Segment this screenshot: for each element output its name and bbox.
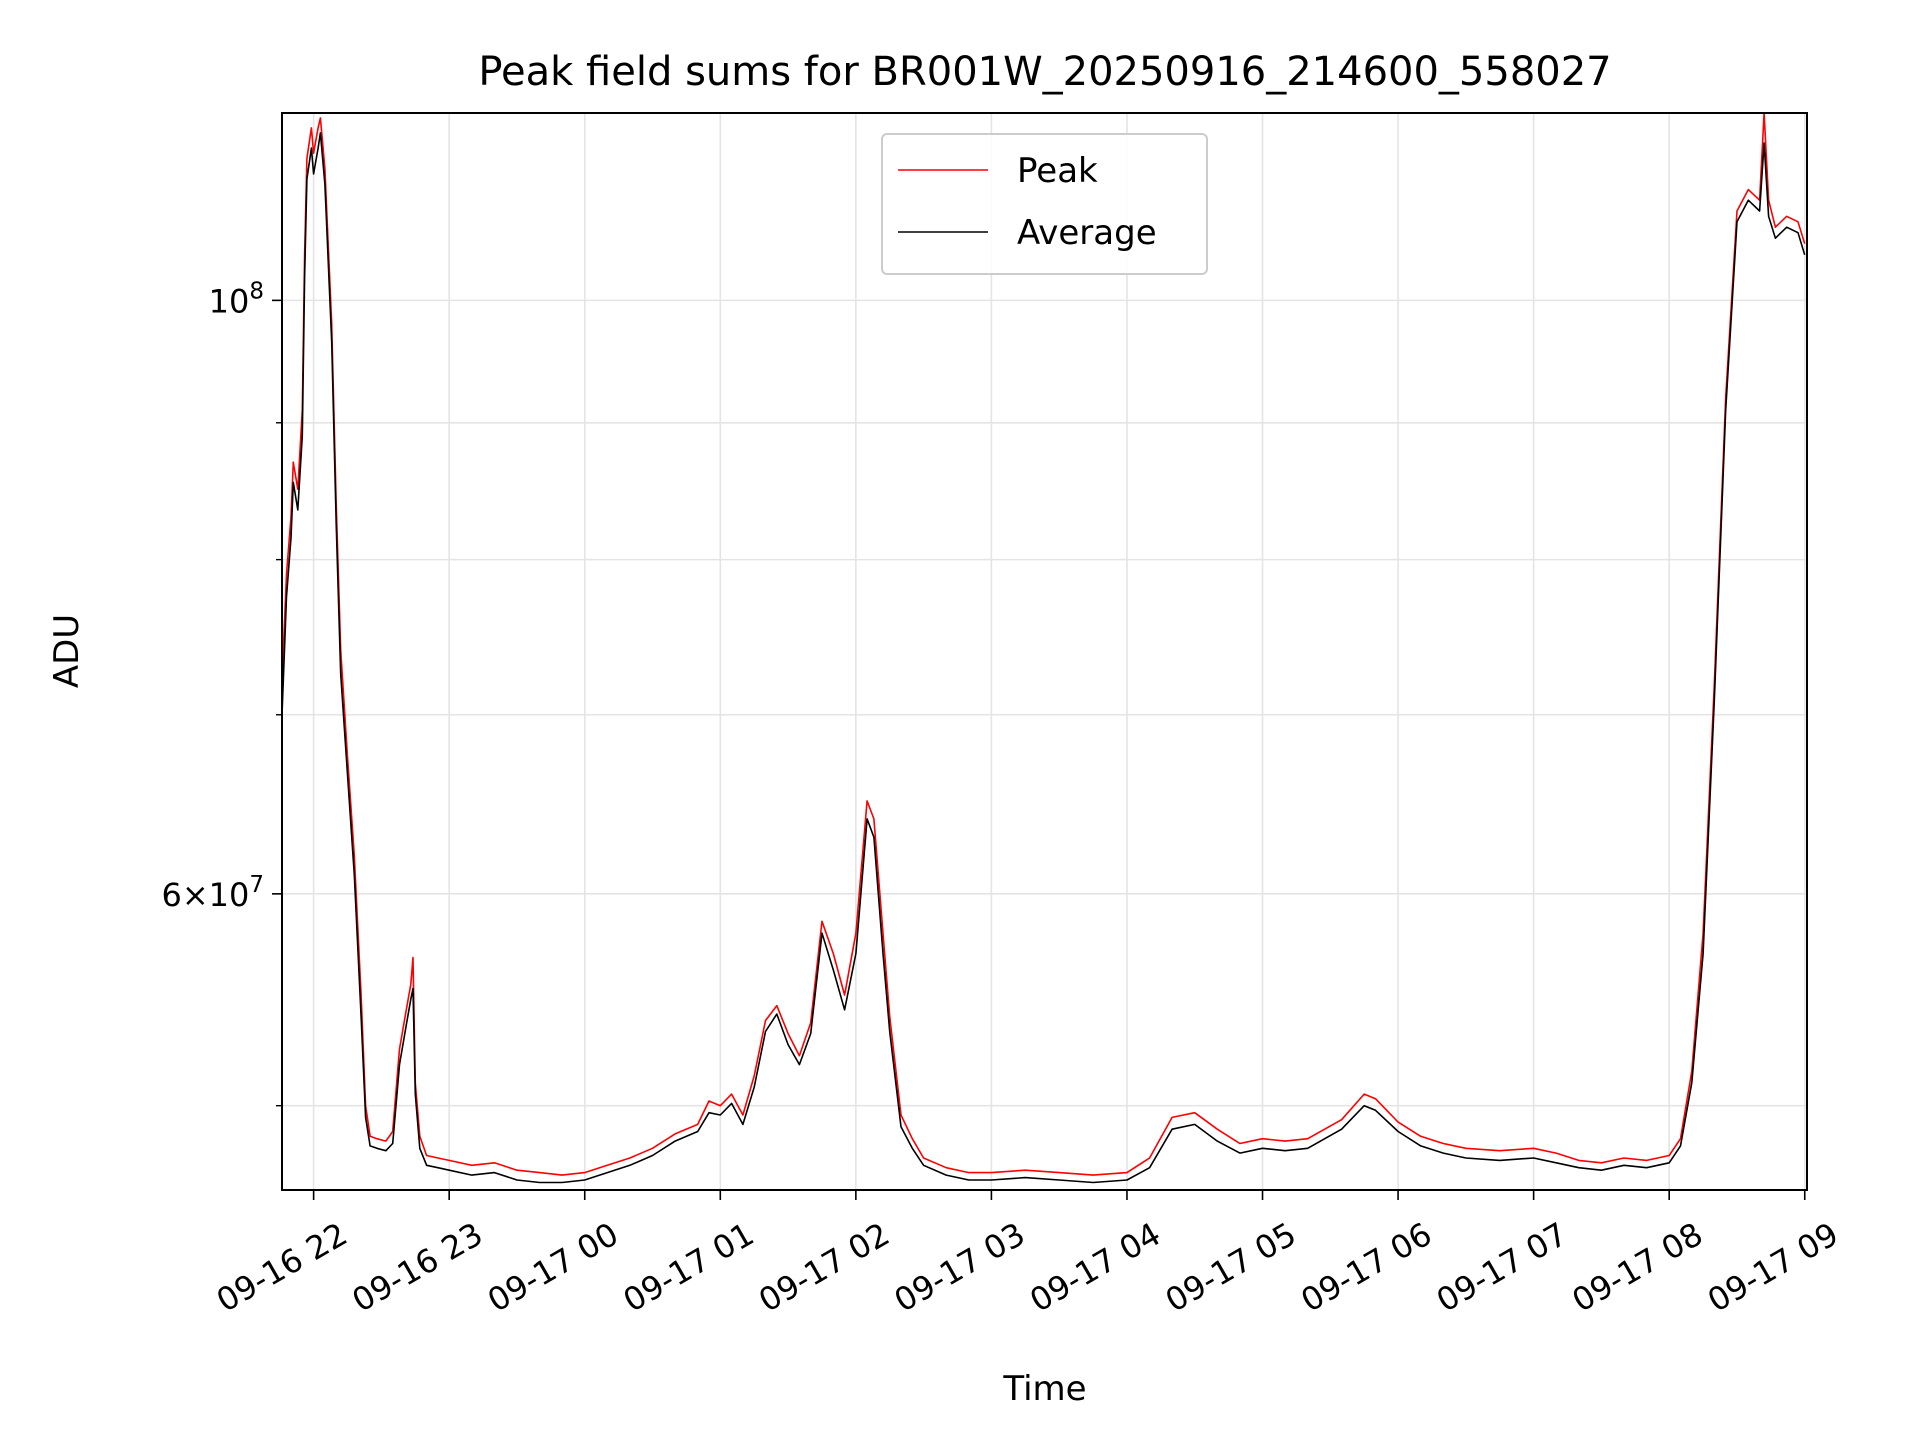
y-axis-label: ADU: [47, 614, 87, 688]
x-axis-label: Time: [1002, 1369, 1086, 1409]
legend: Peak Average: [881, 133, 1208, 275]
series-line-average: [282, 132, 1806, 1184]
y-tick-label: 6×107: [161, 872, 264, 914]
series-line-peak: [282, 113, 1806, 1176]
y-axis: 6×107 108: [161, 278, 282, 1107]
legend-label-peak: Peak: [1017, 151, 1098, 191]
series-layer: [282, 113, 1806, 1184]
y-tick-label: 108: [209, 278, 264, 320]
chart-title: Peak field sums for BR001W_20250916_2146…: [478, 49, 1611, 95]
plot-frame: [281, 112, 1808, 1191]
legend-label-average: Average: [1017, 213, 1157, 253]
grid: [282, 113, 1807, 1190]
legend-box: [881, 133, 1208, 275]
